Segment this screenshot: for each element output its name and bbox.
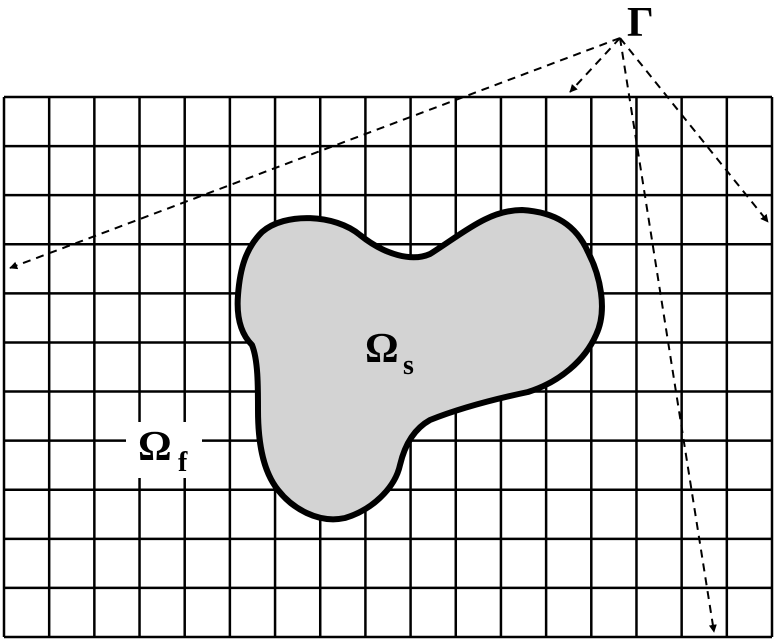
boundary-arrow-left [9,37,621,270]
boundary-label: Γ [627,0,654,46]
fluid-domain-label: Ω f [126,422,202,478]
boundary-arrow-top [569,37,621,93]
solid-domain-region [234,207,605,523]
solid-domain-label: Ω s [365,326,414,381]
solid-label-main: Ω [365,326,399,372]
fluid-label-subscript: f [178,447,188,478]
boundary-arrows [9,37,769,633]
solid-label-subscript: s [403,350,414,381]
fluid-label-main: Ω [138,424,172,470]
fluid-label-background [126,422,202,478]
boundary-arrow-bottom [619,37,717,633]
boundary-arrow-right [619,37,769,223]
